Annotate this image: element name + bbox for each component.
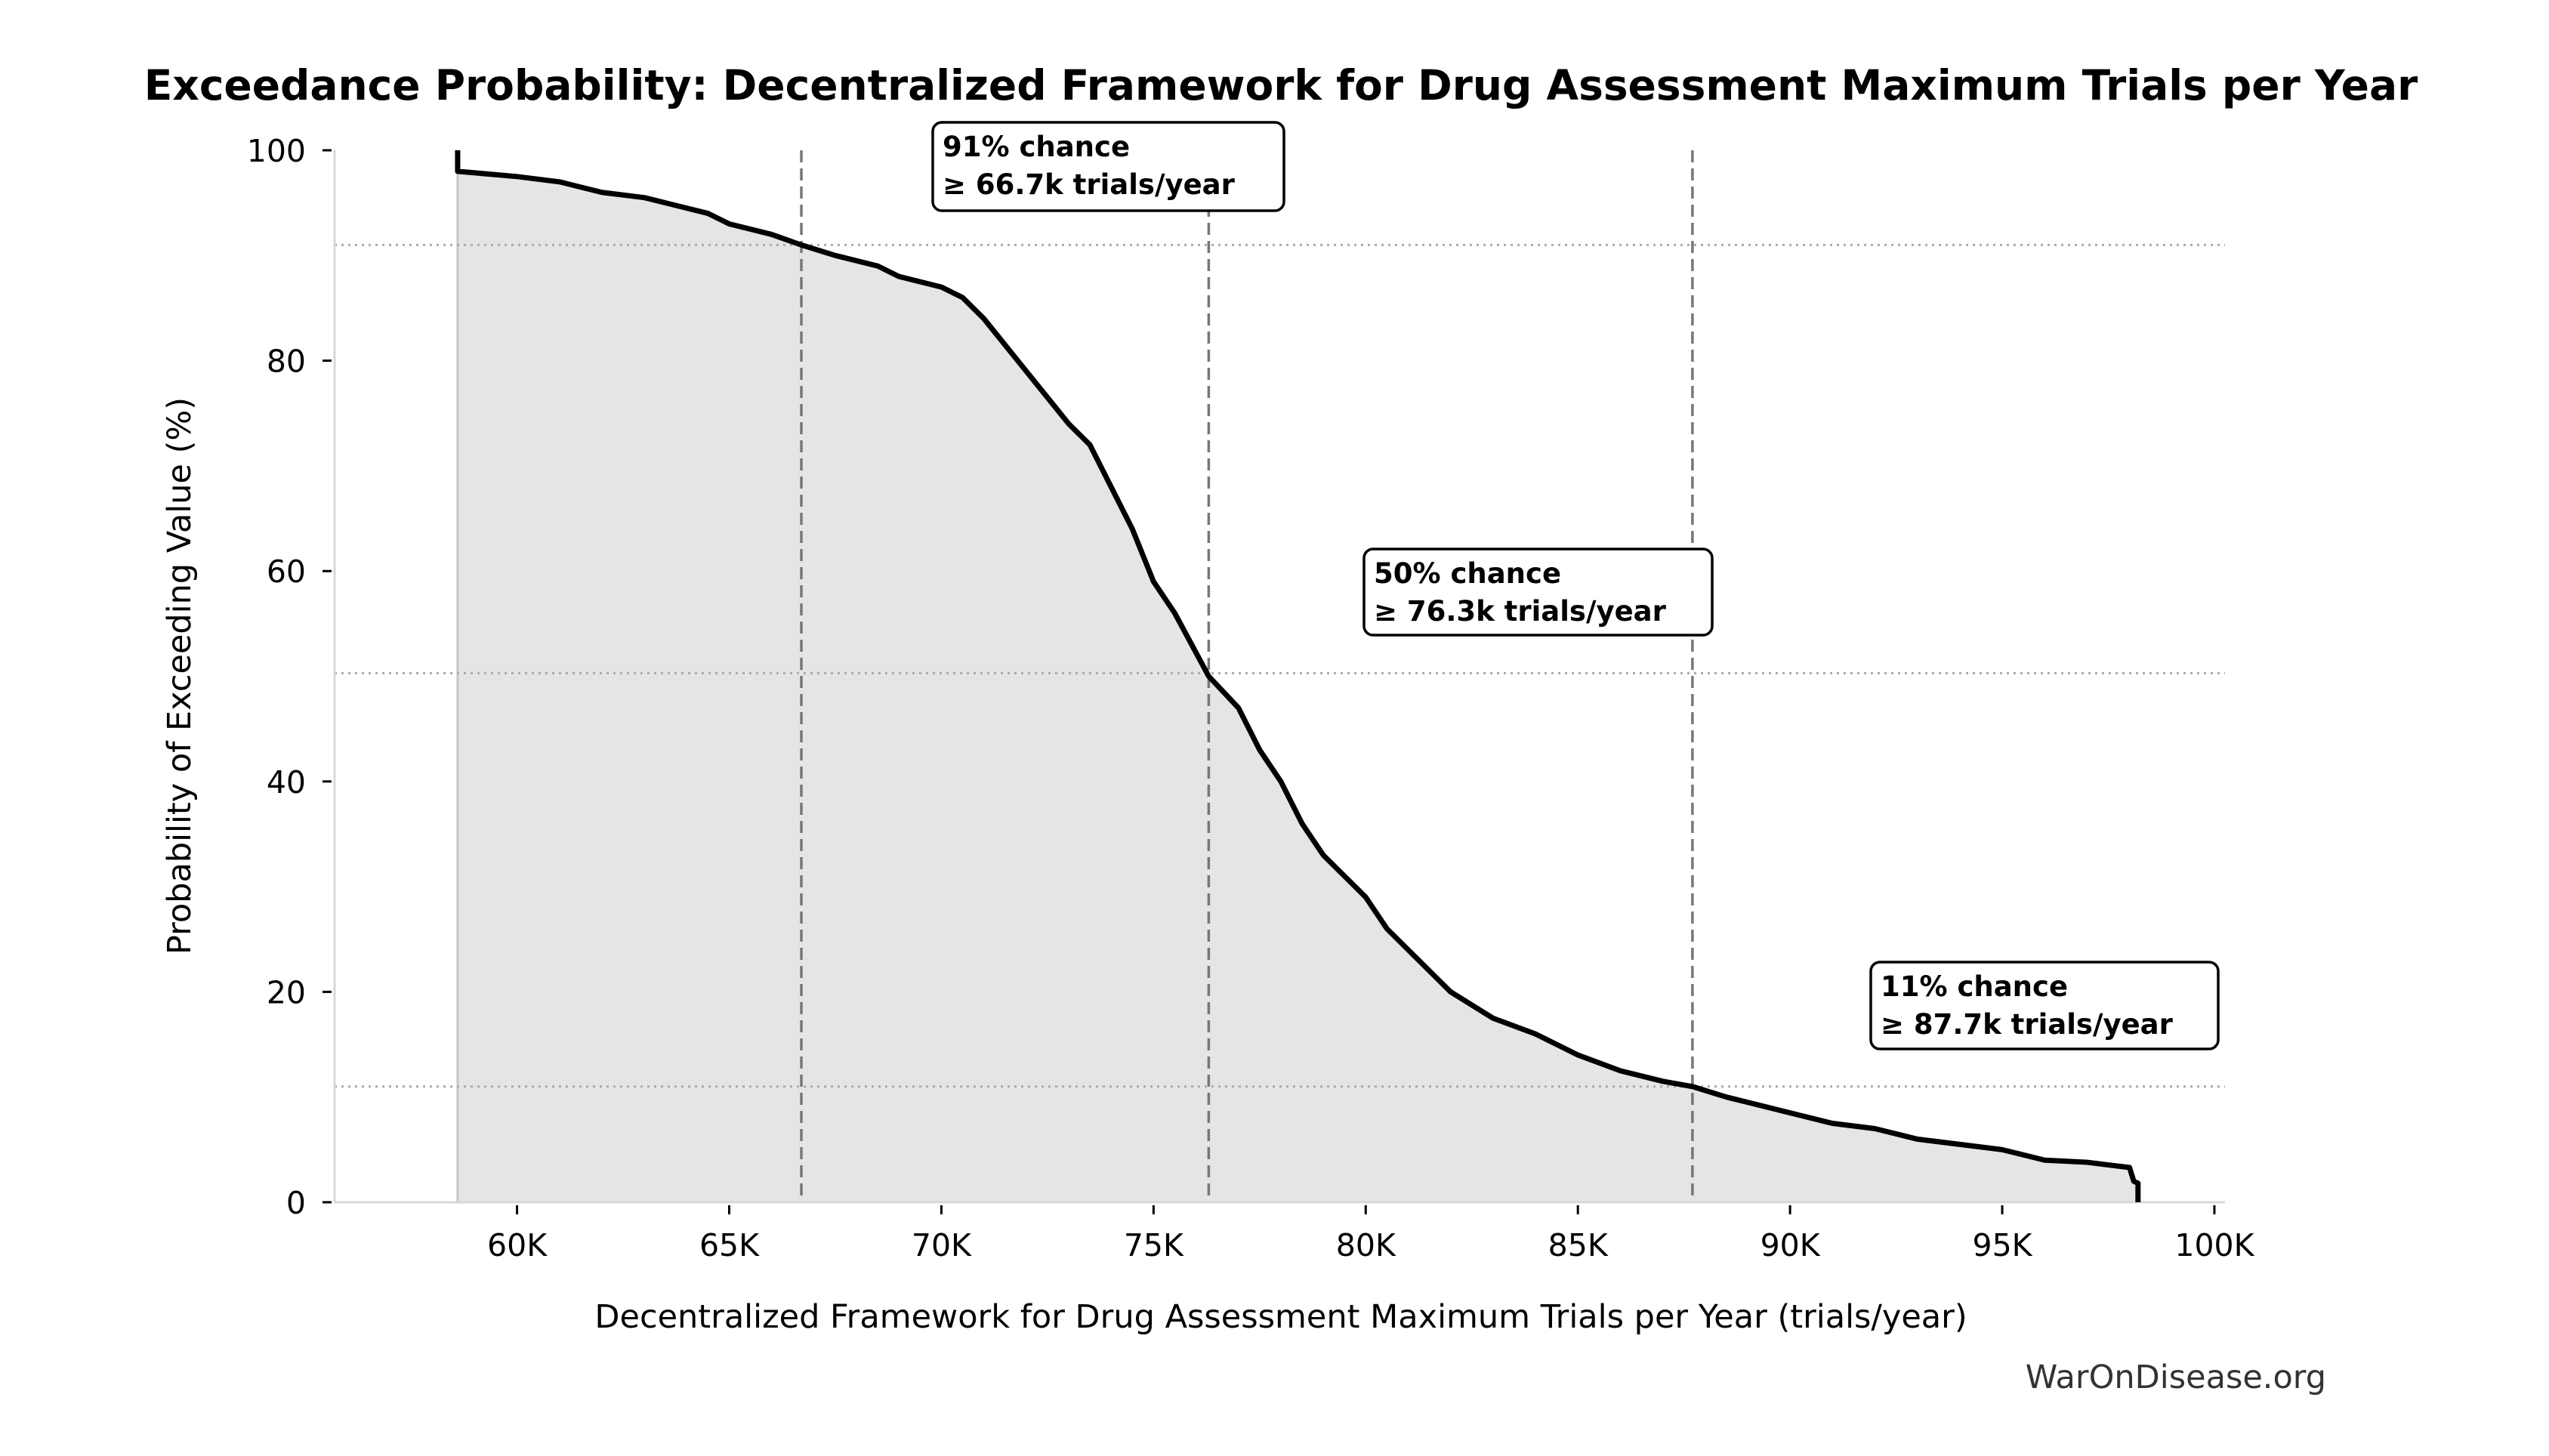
y-axis-label: Probability of Exceeding Value (%) xyxy=(161,397,199,955)
x-tick-label: 85K xyxy=(1548,1227,1609,1263)
x-tick-label: 75K xyxy=(1124,1227,1184,1263)
chart-title: Exceedance Probability: Decentralized Fr… xyxy=(144,61,2418,110)
y-tick-label: 20 xyxy=(267,974,306,1010)
exceedance-fill xyxy=(457,150,2138,1202)
x-tick-label: 90K xyxy=(1761,1227,1821,1263)
watermark: WarOnDisease.org xyxy=(2026,1359,2326,1396)
annotation-line1: 11% chance xyxy=(1881,970,2068,1003)
annotation-box: 11% chance ≥ 87.7k trials/year xyxy=(1869,961,2220,1050)
x-tick-label: 60K xyxy=(487,1227,548,1263)
annotation-box: 91% chance ≥ 66.7k trials/year xyxy=(931,121,1285,212)
x-axis-label: Decentralized Framework for Drug Assessm… xyxy=(594,1298,1967,1336)
annotation-frame xyxy=(1362,548,1714,637)
x-tick-label: 100K xyxy=(2174,1227,2254,1263)
y-tick-label: 40 xyxy=(267,764,306,800)
x-tick-label: 80K xyxy=(1336,1227,1396,1263)
annotation-box: 50% chance ≥ 76.3k trials/year xyxy=(1362,548,1714,637)
y-tick-label: 80 xyxy=(267,344,306,380)
y-tick-label: 100 xyxy=(247,133,306,169)
annotation-line2: ≥ 66.7k trials/year xyxy=(943,168,1236,201)
y-tick-label: 0 xyxy=(286,1185,306,1221)
annotation-line2: ≥ 76.3k trials/year xyxy=(1374,595,1667,628)
annotation-line1: 50% chance xyxy=(1374,557,1561,590)
plot-area: 60K 65K 70K 75K 80K 85K 90K 95K 100K 0 20 40 60 80 100… xyxy=(247,121,2255,1263)
exceedance-line xyxy=(455,150,2141,1202)
annotation-line1: 91% chance xyxy=(943,131,1130,163)
y-tick-label: 60 xyxy=(267,554,306,590)
annotation-frame xyxy=(1869,961,2220,1050)
annotation-line2: ≥ 87.7k trials/year xyxy=(1881,1008,2174,1041)
x-tick-label: 65K xyxy=(699,1227,760,1263)
annotation-frame xyxy=(931,121,1285,212)
x-tick-label: 95K xyxy=(1973,1227,2033,1263)
x-tick-label: 70K xyxy=(912,1227,972,1263)
